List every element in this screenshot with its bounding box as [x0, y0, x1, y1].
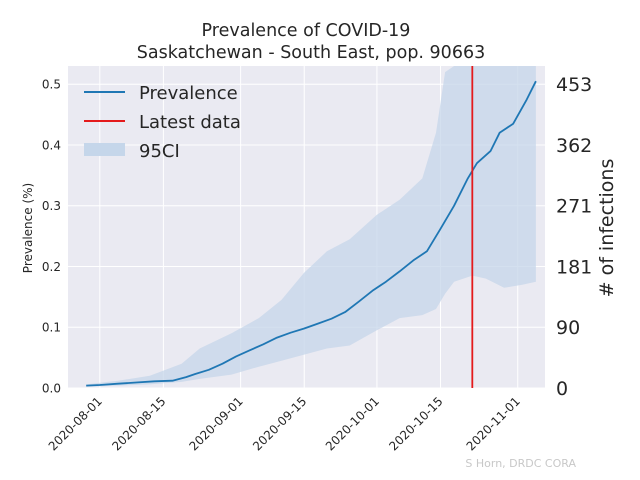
y-tick-label: 0.5	[42, 78, 61, 92]
legend-label-prevalence: Prevalence	[139, 83, 238, 104]
y-tick-label: 0.2	[42, 260, 61, 274]
legend-swatch-ci	[84, 143, 125, 156]
right-tick-label: 271	[556, 196, 592, 218]
y-tick-label: 0.3	[42, 199, 61, 213]
y-axis-right-label: # of infections	[596, 159, 618, 298]
chart-subtitle: Saskatchewan - South East, pop. 90663	[137, 43, 485, 63]
y-tick-label: 0.0	[42, 382, 61, 396]
legend-label-latest: Latest data	[139, 112, 241, 133]
chart-title: Prevalence of COVID-19	[202, 21, 411, 41]
credit-text: S Horn, DRDC CORA	[465, 457, 576, 470]
right-tick-label: 0	[556, 378, 568, 400]
y-axis-right: 0 90 181 271 362 453	[556, 74, 592, 400]
y-axis-label: Prevalence (%)	[21, 183, 35, 273]
y-axis-left: 0.0 0.1 0.2 0.3 0.4 0.5	[42, 78, 61, 396]
right-tick-label: 453	[556, 74, 592, 96]
ci-band-layer	[86, 66, 536, 387]
y-tick-label: 0.1	[42, 321, 61, 335]
right-tick-label: 181	[556, 256, 592, 278]
legend: Prevalence Latest data 95CI	[84, 83, 241, 162]
ci-band	[86, 66, 536, 387]
right-tick-label: 90	[556, 317, 580, 339]
right-tick-label: 362	[556, 135, 592, 157]
legend-label-ci: 95CI	[139, 141, 180, 162]
y-tick-label: 0.4	[42, 138, 61, 152]
series-layer	[86, 66, 537, 388]
